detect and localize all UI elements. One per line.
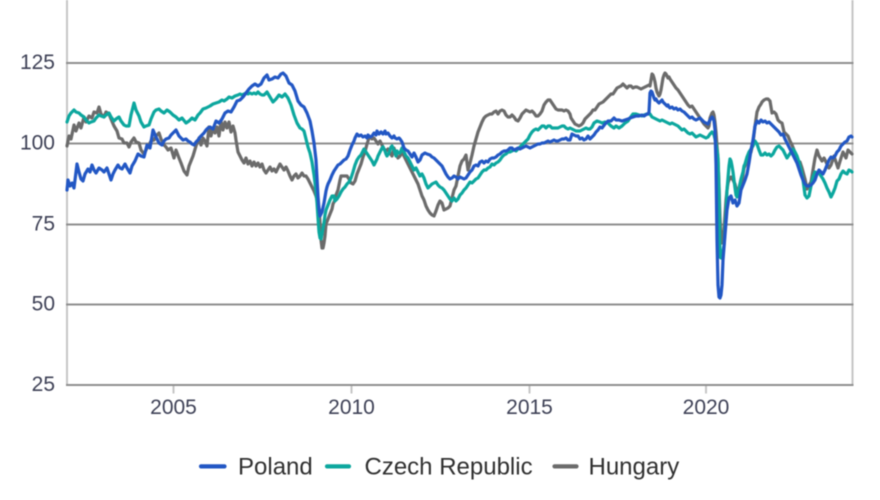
svg-text:Czech Republic: Czech Republic xyxy=(365,454,533,481)
svg-text:100: 100 xyxy=(20,132,55,155)
svg-text:2005: 2005 xyxy=(150,396,197,419)
svg-text:125: 125 xyxy=(20,51,55,74)
svg-text:25: 25 xyxy=(32,373,55,396)
svg-text:Poland: Poland xyxy=(238,454,313,481)
svg-text:50: 50 xyxy=(32,293,55,316)
svg-text:75: 75 xyxy=(32,213,55,236)
svg-text:Hungary: Hungary xyxy=(589,454,680,481)
svg-text:2020: 2020 xyxy=(683,396,730,419)
svg-text:2015: 2015 xyxy=(506,396,553,419)
svg-text:2010: 2010 xyxy=(328,396,375,419)
